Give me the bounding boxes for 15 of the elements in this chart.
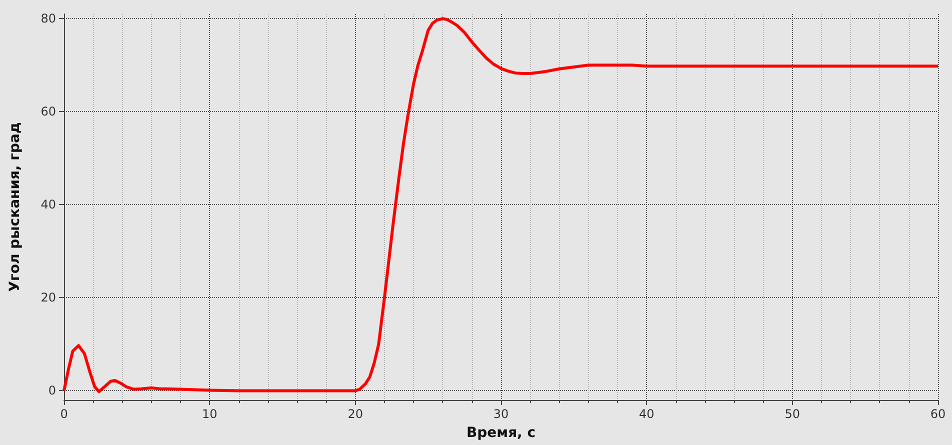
x-tick-label: 50 — [784, 407, 800, 421]
y-tick-label: 20 — [40, 290, 56, 305]
y-axis-title: Угол рыскания, град — [7, 122, 23, 292]
line-series — [62, 17, 940, 394]
x-tick-label: 20 — [348, 407, 363, 421]
x-axis-title: Время, с — [466, 425, 536, 441]
y-tick-label: 80 — [40, 12, 56, 26]
x-tick-label: 10 — [202, 407, 218, 421]
y-tick-label: 0 — [48, 384, 56, 398]
x-tick-label: 0 — [60, 407, 68, 421]
y-tick-label: 40 — [40, 198, 56, 212]
y-tick-label: 60 — [40, 104, 56, 119]
x-tick-label: 40 — [639, 407, 654, 421]
x-tick-label: 30 — [493, 407, 509, 421]
x-tick-label: 60 — [930, 407, 946, 421]
